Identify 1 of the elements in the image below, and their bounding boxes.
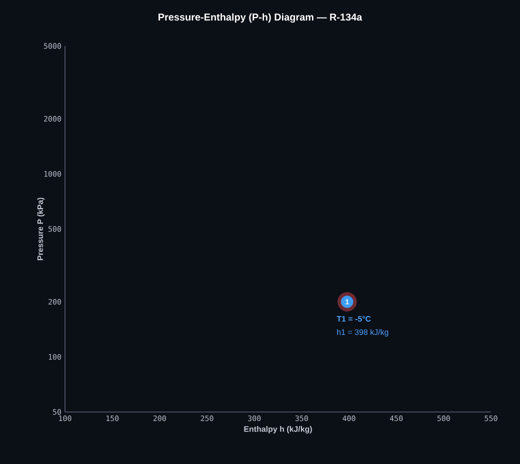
chart-title: Pressure-Enthalpy (P-h) Diagram — R-134a — [158, 13, 362, 23]
